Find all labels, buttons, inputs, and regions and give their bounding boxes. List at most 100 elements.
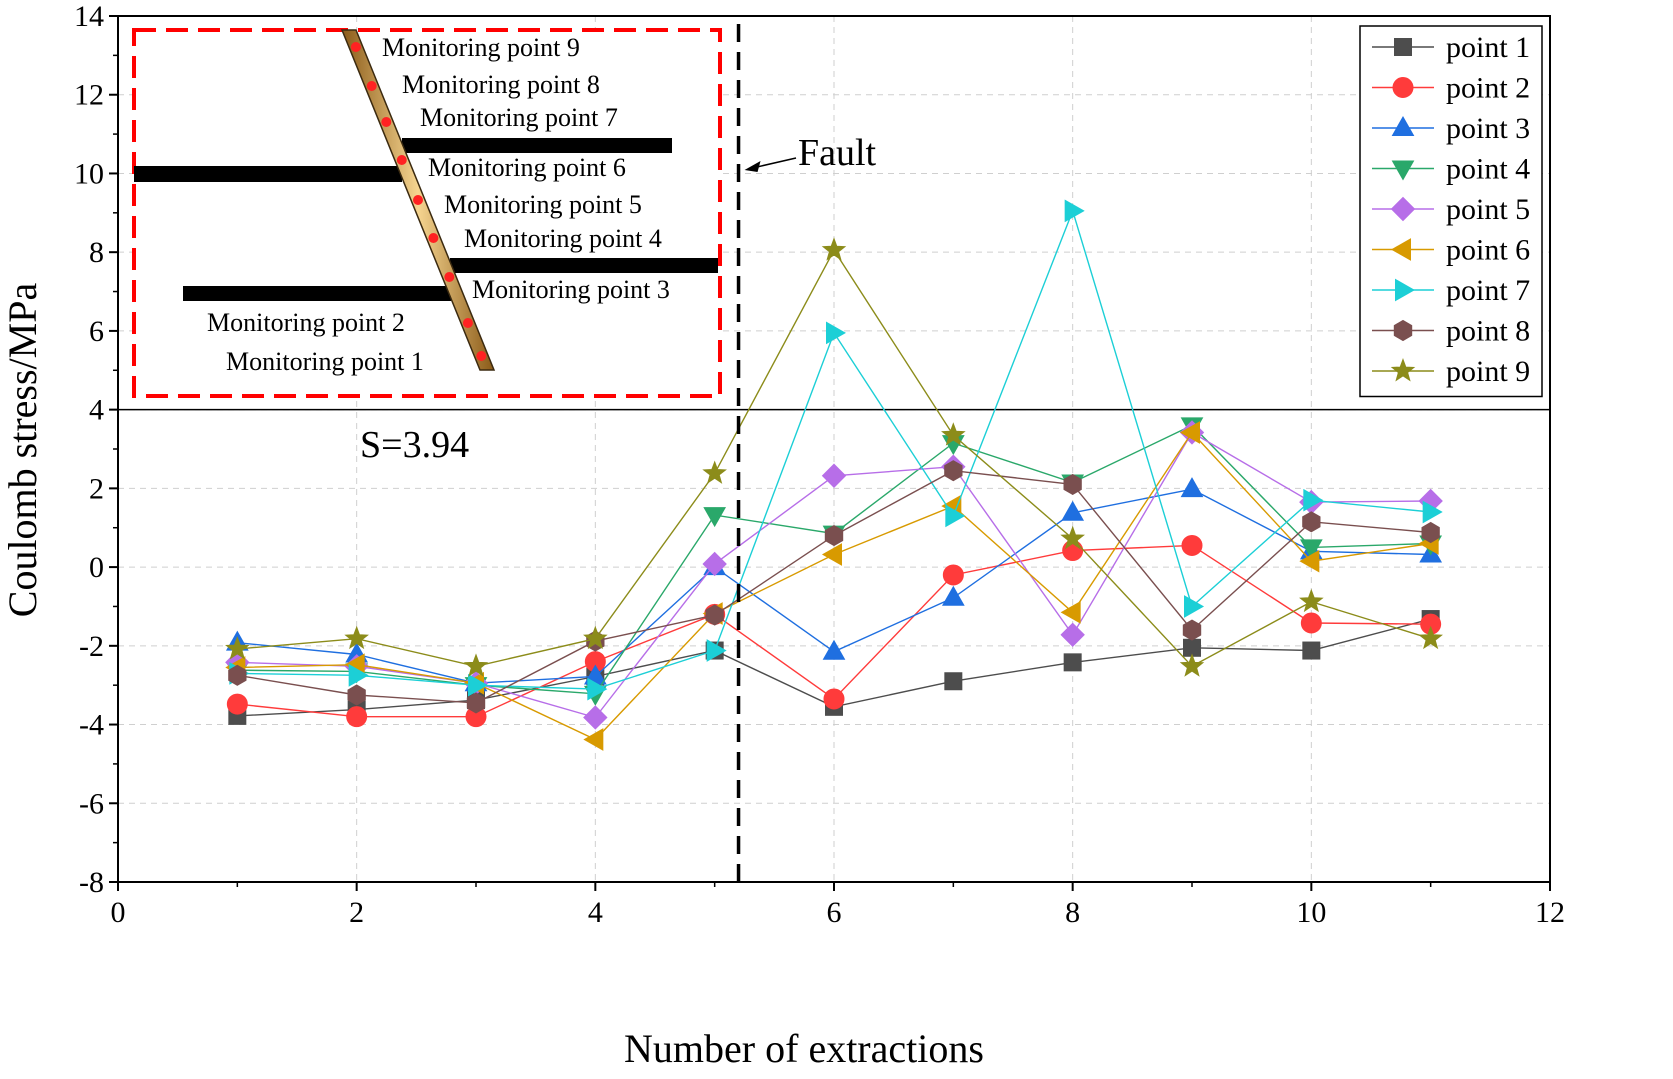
x-tick-label: 10: [1296, 896, 1326, 929]
y-tick-label: -4: [79, 709, 104, 742]
data-point: [1299, 588, 1324, 613]
data-point: [1182, 619, 1202, 641]
data-point: [1421, 521, 1440, 544]
data-point: [942, 564, 964, 586]
series-point-9: [225, 237, 1443, 677]
monitoring-dot: [381, 117, 392, 127]
monitoring-dot: [462, 318, 473, 328]
y-tick-label: 10: [74, 157, 104, 190]
monitoring-label: Monitoring point 4: [464, 224, 662, 253]
x-tick-label: 12: [1535, 896, 1565, 929]
x-tick-label: 8: [1065, 896, 1080, 929]
data-point: [225, 636, 250, 660]
legend-item: point 8: [1372, 315, 1530, 348]
legend-label: point 9: [1446, 355, 1530, 388]
fault-label: Fault: [798, 132, 877, 174]
legend-item: point 9: [1372, 355, 1530, 388]
y-tick-label: 0: [89, 551, 104, 584]
data-point: [1179, 421, 1200, 444]
legend-marker: [1390, 238, 1411, 261]
data-point: [1303, 488, 1324, 512]
monitoring-dot: [350, 42, 361, 52]
data-point: [702, 460, 727, 484]
y-axis-label: Coulomb stress/MPa: [0, 283, 45, 618]
data-point: [583, 705, 608, 730]
x-tick-label: 2: [349, 896, 364, 929]
legend-marker: [1390, 358, 1416, 382]
coal-seam-bar: [183, 286, 453, 301]
y-tick-label: 6: [89, 315, 104, 348]
y-tick-label: -2: [79, 630, 104, 663]
data-point: [466, 692, 486, 714]
data-point: [228, 664, 247, 686]
data-point: [703, 507, 727, 528]
data-point: [583, 728, 604, 751]
data-point: [1184, 595, 1205, 618]
monitoring-dot: [413, 195, 423, 205]
legend-marker: [1390, 196, 1416, 222]
series-point-5: [225, 420, 1443, 730]
data-point: [1299, 539, 1323, 560]
data-point: [346, 706, 368, 728]
y-tick-label: 8: [89, 236, 104, 269]
data-point: [821, 543, 842, 566]
legend-label: point 4: [1446, 153, 1530, 186]
data-point: [1422, 500, 1443, 524]
data-point: [945, 504, 966, 528]
monitoring-label: Monitoring point 9: [382, 33, 580, 62]
data-point: [944, 672, 963, 691]
y-tick-label: 4: [89, 394, 104, 427]
data-point: [1300, 612, 1322, 634]
data-point: [587, 677, 608, 701]
monitoring-dot: [444, 272, 455, 282]
data-point: [941, 422, 966, 446]
monitoring-dot: [428, 233, 439, 243]
fault-arrow-head: [744, 161, 761, 172]
legend-marker: [1392, 77, 1414, 98]
legend-label: point 6: [1446, 234, 1530, 267]
legend: point 1 point 2 point 3 point 4 point 5 point…: [1359, 25, 1543, 398]
data-point: [822, 639, 846, 660]
monitoring-label: Monitoring point 3: [472, 275, 670, 304]
data-point: [1064, 199, 1085, 223]
legend-label: point 3: [1446, 112, 1530, 145]
data-point: [226, 693, 248, 715]
coal-seam-bar: [134, 166, 402, 182]
series-point-8: [228, 460, 1440, 714]
y-tick-label: -6: [79, 787, 104, 820]
data-point: [1063, 473, 1082, 495]
y-tick-label: -8: [79, 866, 104, 899]
legend-marker: [1391, 160, 1415, 181]
x-tick-label: 0: [111, 896, 126, 929]
y-tick-label: 12: [74, 79, 104, 112]
x-tick-label: 4: [588, 896, 603, 929]
inset-schematic: Monitoring point 9 Monitoring point 8 Moni…: [132, 28, 722, 398]
data-point: [1418, 625, 1443, 650]
series-point-3: [225, 477, 1443, 692]
coal-seam-bar: [450, 258, 718, 273]
data-point: [348, 663, 369, 687]
monitoring-label: Monitoring point 2: [207, 308, 405, 337]
monitoring-label: Monitoring point 5: [444, 190, 642, 219]
legend-item: point 3: [1372, 112, 1530, 145]
data-point: [702, 551, 727, 577]
data-point: [1063, 653, 1082, 672]
data-point: [826, 321, 847, 345]
monitoring-label: Monitoring point 6: [428, 153, 626, 182]
monitoring-label: Monitoring point 7: [420, 103, 618, 132]
data-point: [344, 625, 369, 650]
y-tick-label: 2: [89, 472, 104, 505]
legend-marker: [1393, 319, 1413, 342]
data-point: [823, 688, 845, 710]
series-point-7: [229, 199, 1443, 701]
legend-marker: [1391, 115, 1415, 136]
data-point: [468, 673, 489, 697]
legend-item: point 1: [1372, 31, 1530, 64]
data-point: [706, 639, 727, 662]
legend-marker: [1394, 38, 1412, 56]
data-point: [944, 460, 963, 482]
data-point: [1181, 534, 1203, 556]
data-point: [1299, 549, 1320, 573]
